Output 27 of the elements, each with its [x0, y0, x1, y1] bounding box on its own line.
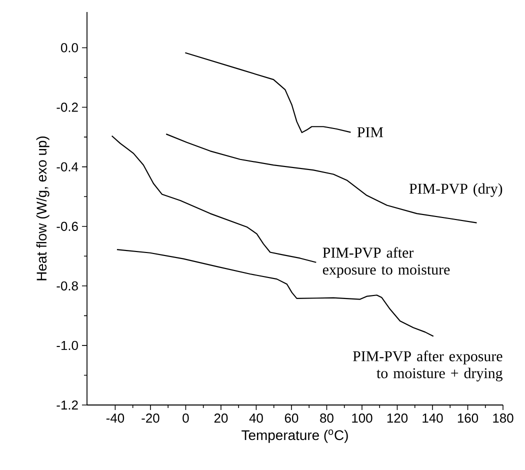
x-tick-label: -20: [142, 414, 160, 423]
y-tick-label: 0.0: [60, 43, 78, 52]
x-tick-label: 120: [387, 414, 408, 423]
y-tick-label: -1.2: [56, 400, 78, 410]
series-label: PIM-PVP (dry): [409, 183, 502, 197]
y-tick-label: -0.4: [56, 162, 78, 172]
y-tick-label: -0.8: [56, 281, 78, 290]
y-tick-label: -0.2: [56, 102, 78, 112]
x-tick-label: 0: [182, 414, 189, 423]
y-tick-label: -0.6: [56, 222, 78, 231]
x-axis-title: Temperature ($^{o}$C): [242, 430, 348, 443]
y-axis-title: Heat flow (W/g, exo up): [36, 136, 50, 280]
x-tick-label: 100: [352, 414, 372, 423]
x-tick-label: 180: [493, 414, 514, 423]
x-tick-label: -40: [106, 414, 124, 423]
text: PIM-PVP after exposure to moisture + drying: [352, 350, 503, 382]
y-tick-label: -1.0: [56, 340, 78, 350]
x-tick-label: 40: [249, 414, 263, 423]
x-tick-label: 80: [320, 414, 334, 423]
series-label: PIM-PVP after exposure to moisture: [322, 247, 450, 278]
x-tick-label: 60: [284, 414, 298, 423]
line-series: [184, 52, 352, 134]
x-tick-label: 160: [458, 414, 478, 423]
series-label: PIM: [357, 127, 384, 138]
x-tick-label: 140: [422, 414, 443, 423]
x-tick-label: 20: [214, 414, 228, 423]
line-series: [111, 135, 317, 263]
